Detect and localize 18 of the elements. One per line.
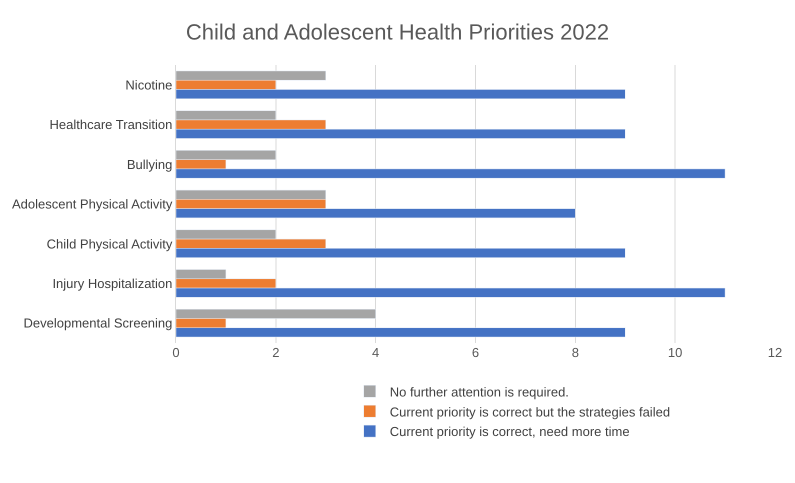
y-tick-label: Child Physical Activity (46, 236, 173, 252)
x-tick-label: 8 (572, 345, 579, 360)
x-tick-label: 10 (668, 345, 682, 360)
y-tick-label: Bullying (126, 156, 172, 172)
x-tick-label: 0 (172, 345, 180, 360)
x-tick-label: 2 (272, 345, 280, 360)
y-tick-label: Developmental Screening (24, 316, 172, 331)
y-tick-label: Injury Hospitalization (52, 276, 172, 291)
x-tick-label: 6 (472, 345, 480, 360)
y-tick-label: Healthcare Transition (50, 117, 172, 132)
y-tick-label: Nicotine (125, 77, 172, 92)
legend-label: Current priority is correct but the strategies failed (390, 404, 670, 420)
x-tick-label: 4 (372, 345, 380, 360)
y-tick-label: Adolescent Physical Activity (12, 196, 173, 212)
chart-title: Child and Adolescent Health Priorities 2022 (186, 20, 610, 45)
legend-label: Current priority is correct, need more time (390, 424, 630, 440)
legend-label: No further attention is required. (390, 384, 569, 400)
x-tick-label: 12 (768, 345, 782, 360)
